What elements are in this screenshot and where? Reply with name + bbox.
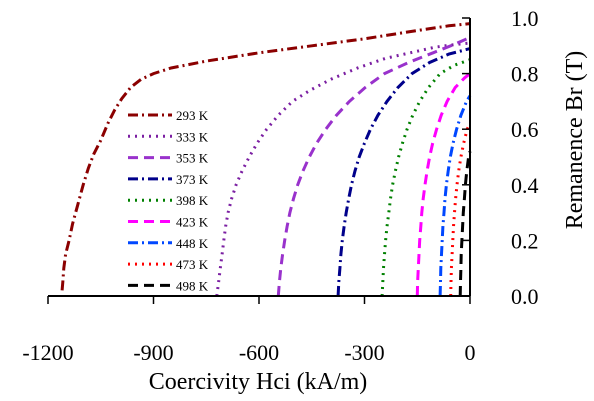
x-tick-label: -900 [133, 340, 173, 365]
axes: -1200 -900 -600 -300 0 0.0 0.2 0.4 0.6 0.8 1.0 [22, 6, 538, 365]
y-tick-label: 0.6 [511, 117, 539, 142]
y-tick-label: 0.2 [511, 228, 539, 253]
legend-label: 473 K [176, 257, 209, 272]
y-tick-label: 1.0 [511, 6, 539, 31]
legend-label: 353 K [176, 151, 209, 166]
legend-label: 423 K [176, 215, 209, 230]
x-axis-title: Coercivity Hci (kA/m) [149, 369, 368, 395]
x-tick-label: -300 [344, 340, 384, 365]
legend-label: 293 K [176, 108, 209, 123]
y-axis-title: Remanence Br (T) [562, 51, 588, 230]
y-tick-label: 0.8 [511, 62, 539, 87]
y-tick-label: 0.0 [511, 284, 539, 309]
series-line-498-k [458, 151, 472, 297]
series-line-373-k [336, 47, 471, 297]
series-line-293-k [60, 22, 471, 291]
legend: 293 K 333 K 353 K 373 K 398 K 423 K 448 K 473 K… [128, 108, 209, 293]
legend-label: 373 K [176, 172, 209, 187]
legend-label: 398 K [176, 193, 209, 208]
x-tick-label: -600 [239, 340, 279, 365]
x-tick-label: -1200 [22, 340, 73, 365]
legend-label: 448 K [176, 236, 209, 251]
legend-label: 333 K [176, 129, 209, 144]
series-curves [60, 22, 472, 297]
series-line-353-k [276, 36, 471, 297]
series-line-333-k [215, 41, 471, 297]
series-line-423-k [415, 72, 471, 297]
legend-label: 498 K [176, 278, 209, 293]
y-tick-label: 0.4 [511, 173, 539, 198]
series-line-448-k [438, 95, 472, 297]
x-tick-label: 0 [465, 340, 476, 365]
